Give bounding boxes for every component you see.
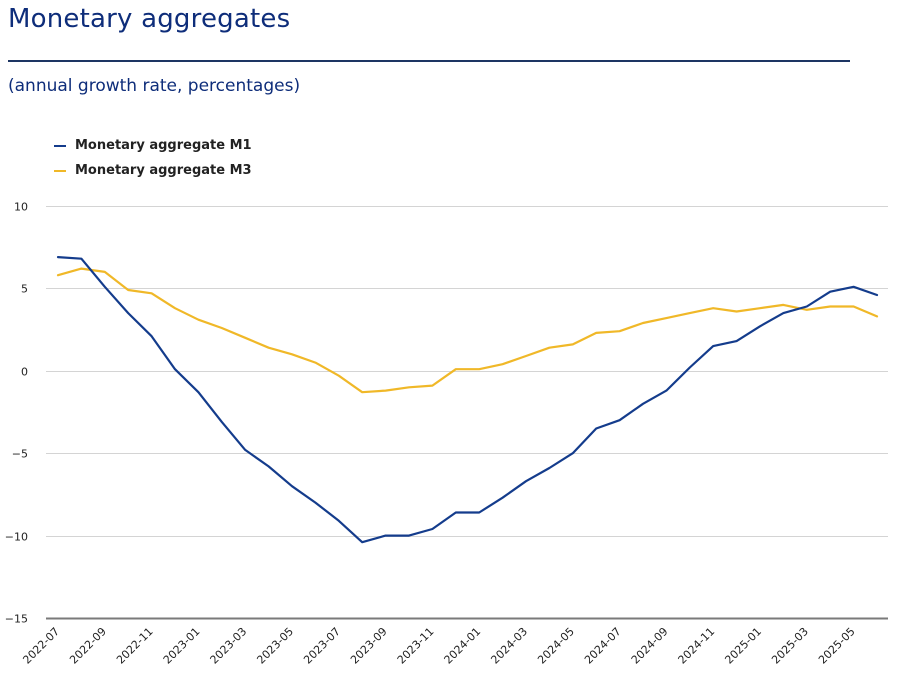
- x-tick-label: 2023-03: [208, 625, 250, 667]
- gridlines: [46, 206, 888, 620]
- x-axis-tick-labels: 2022-07 2022-09 2022-11 2023-01 2023-03 2023-…: [20, 625, 857, 667]
- x-tick-label: 2025-03: [769, 625, 811, 667]
- series-lines: [56, 256, 879, 544]
- legend-item-m1[interactable]: Monetary aggregate M1: [54, 133, 252, 158]
- x-tick-label: 2025-01: [722, 625, 764, 667]
- legend-label-m3: Monetary aggregate M3: [75, 163, 252, 178]
- x-tick-label: 2022-07: [20, 625, 62, 667]
- legend-item-m3[interactable]: Monetary aggregate M3: [54, 158, 252, 183]
- x-tick-label: 2024-05: [535, 625, 577, 667]
- legend-swatch-m3: [54, 169, 66, 172]
- legend-swatch-m1: [54, 144, 66, 147]
- legend: Monetary aggregate M1 Monetary aggregate…: [54, 133, 252, 183]
- series-line-m1[interactable]: [56, 256, 879, 544]
- chart-title: Monetary aggregates: [8, 4, 291, 34]
- x-tick-label: 2022-09: [67, 625, 109, 667]
- x-tick-label: 2024-11: [676, 625, 718, 667]
- x-tick-label: 2024-07: [582, 625, 624, 667]
- title-divider: [8, 60, 850, 62]
- x-tick-label: 2025-05: [816, 625, 858, 667]
- legend-label-m1: Monetary aggregate M1: [75, 138, 252, 153]
- x-tick-label: 2023-01: [161, 625, 203, 667]
- x-tick-label: 2023-09: [348, 625, 390, 667]
- x-tick-label: 2024-01: [442, 625, 484, 667]
- y-tick-label: −10: [5, 531, 28, 544]
- y-tick-label: 0: [21, 366, 28, 379]
- x-tick-label: 2022-11: [114, 625, 156, 667]
- y-tick-label: 5: [21, 283, 28, 296]
- y-tick-label: −5: [12, 448, 28, 461]
- y-tick-label: 10: [14, 201, 28, 214]
- series-line-m3[interactable]: [56, 267, 879, 394]
- x-tick-label: 2024-09: [629, 625, 671, 667]
- x-tick-label: 2023-11: [395, 625, 437, 667]
- chart-subtitle: (annual growth rate, percentages): [8, 76, 301, 96]
- y-tick-label: −15: [5, 613, 28, 626]
- x-tick-label: 2023-05: [254, 625, 296, 667]
- y-axis-tick-labels: 10 5 0 −5 −10 −15: [5, 201, 28, 626]
- x-tick-label: 2023-07: [301, 625, 343, 667]
- x-tick-label: 2024-03: [488, 625, 530, 667]
